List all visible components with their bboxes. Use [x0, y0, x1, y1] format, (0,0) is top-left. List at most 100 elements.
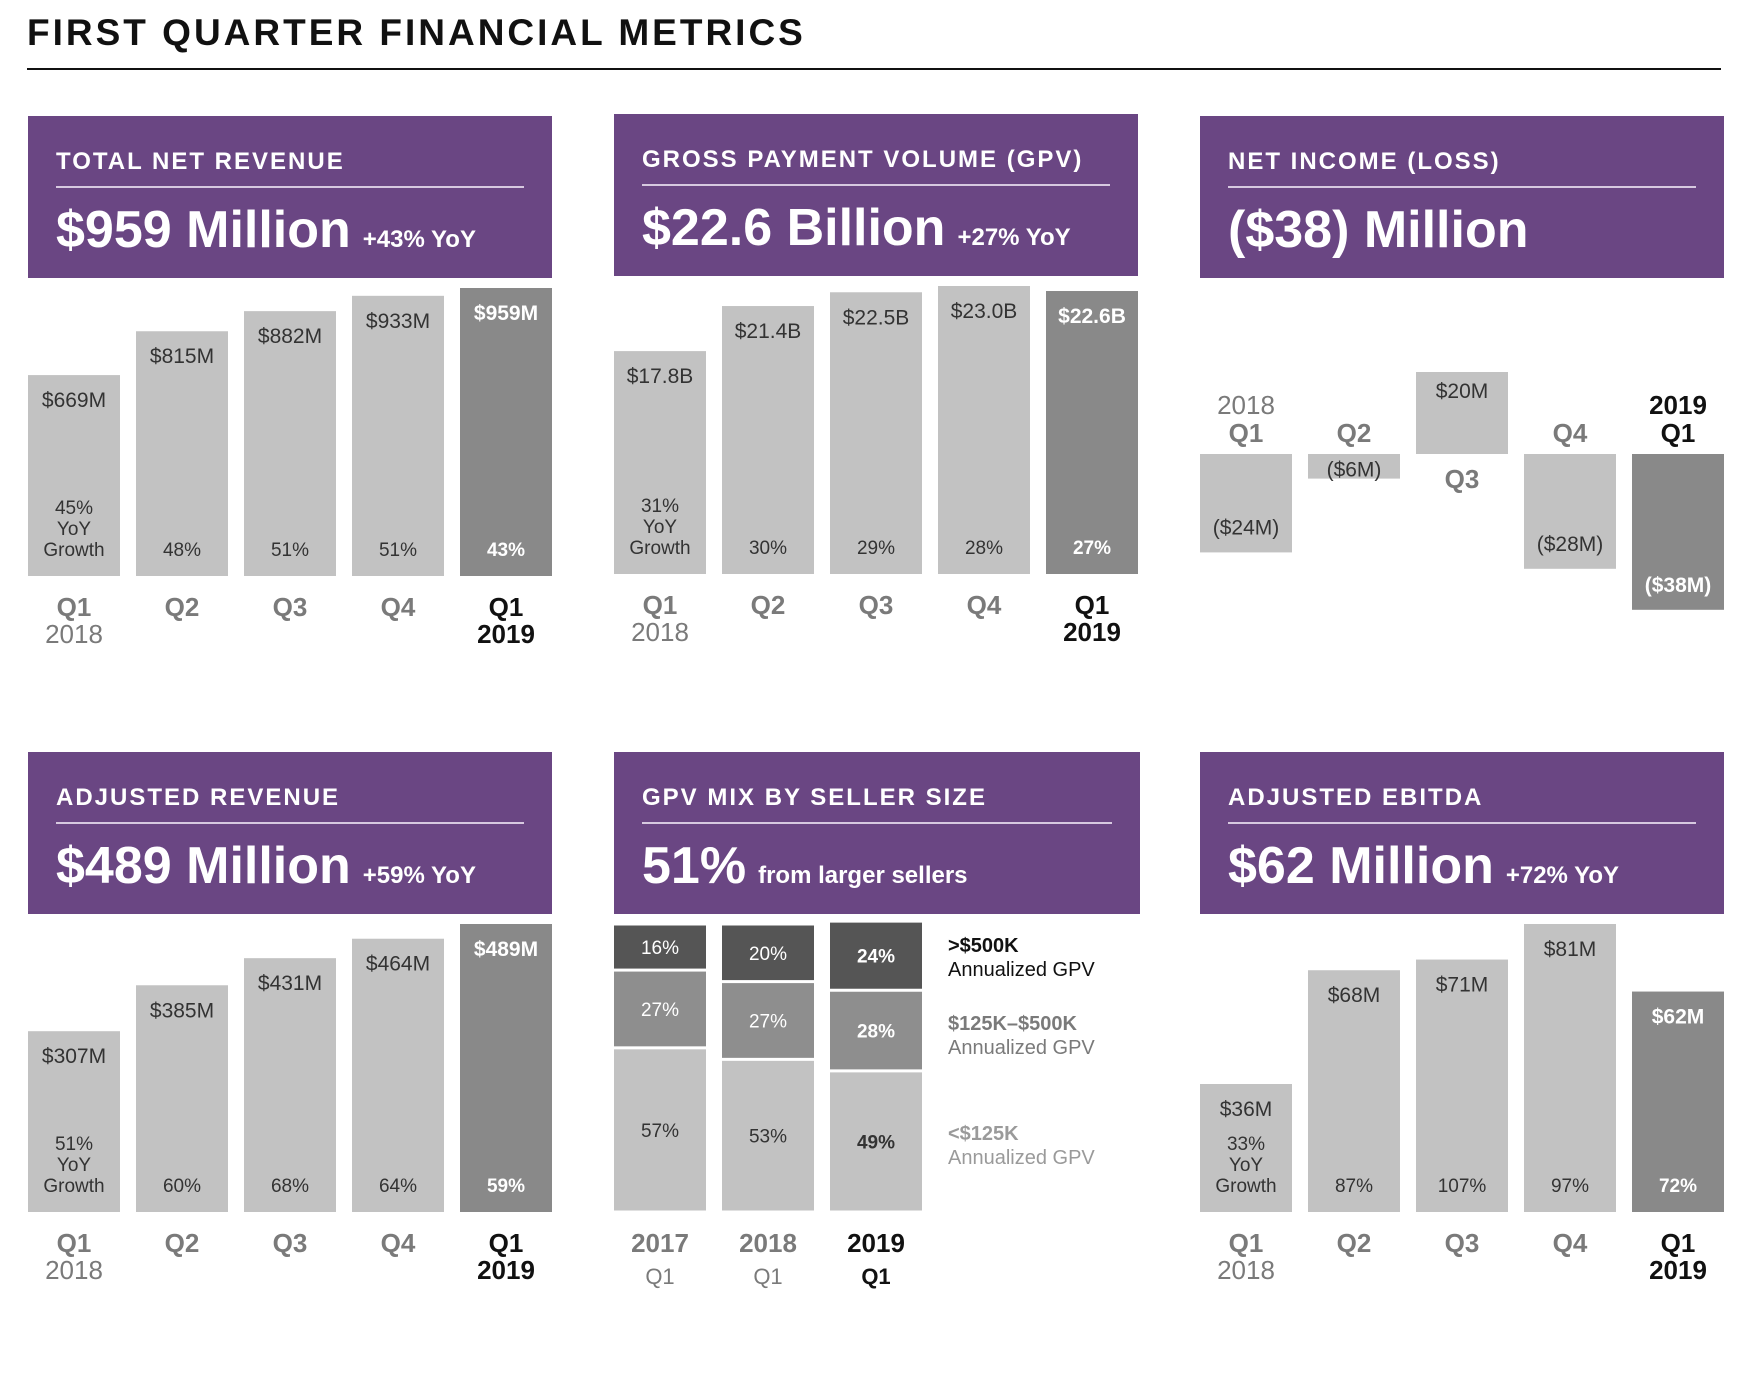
category-label: Q4	[1553, 1228, 1588, 1258]
category-label: Q3	[273, 1228, 308, 1258]
growth-caption: YoY	[57, 1155, 91, 1176]
bar-value-label: $71M	[1436, 974, 1489, 997]
bar	[1200, 454, 1292, 553]
category-label: Q4	[381, 1228, 416, 1258]
bar-value-label: ($28M)	[1537, 533, 1604, 556]
bar	[460, 924, 552, 1212]
bar	[1308, 454, 1400, 479]
bar-value-label: $62M	[1652, 1006, 1705, 1029]
category-label: Q4	[381, 592, 416, 622]
category-label: 2018	[45, 1255, 103, 1285]
bar-value-label: $669M	[42, 389, 106, 412]
metric-label: GPV MIX BY SELLER SIZE	[642, 784, 987, 811]
growth-caption: Growth	[629, 538, 690, 559]
bar-value-label: $882M	[258, 325, 322, 348]
metric-yoy: +43% YoY	[362, 226, 476, 253]
bar	[938, 286, 1030, 574]
bar	[1308, 970, 1400, 1212]
metric-header: GROSS PAYMENT VOLUME (GPV) $22.6 Billion…	[614, 114, 1138, 276]
header-divider	[642, 822, 1112, 824]
bar-value-label: ($38M)	[1645, 574, 1712, 597]
bar-value-label: $22.5B	[843, 306, 910, 329]
category-label: 2019	[477, 1255, 535, 1285]
header-divider	[56, 186, 524, 188]
growth-caption: Growth	[1215, 1176, 1276, 1197]
category-label: 2018	[631, 617, 689, 647]
category-label: Q2	[165, 592, 200, 622]
bar-value-label: $20M	[1436, 380, 1489, 403]
category-label: Q3	[1445, 1228, 1480, 1258]
bar-chart-total-net-revenue: $669M45%YoYGrowthQ12018$815M48%Q2$882M51…	[28, 288, 552, 649]
growth-caption: Growth	[43, 1176, 104, 1197]
metric-header: ADJUSTED EBITDA $62 Million +72% YoY	[1200, 752, 1724, 914]
metric-label: GROSS PAYMENT VOLUME (GPV)	[642, 146, 1084, 173]
bar-value-label: $385M	[150, 999, 214, 1022]
bar	[1416, 372, 1508, 454]
segment-value-label: 28%	[857, 1022, 895, 1043]
growth-label: 68%	[271, 1176, 309, 1197]
bar-value-label: $933M	[366, 310, 430, 333]
category-label: Q4	[967, 590, 1002, 620]
bar	[352, 938, 444, 1212]
stacked-segment	[614, 971, 706, 1047]
growth-label: 87%	[1335, 1176, 1373, 1197]
growth-caption: YoY	[1229, 1155, 1263, 1176]
growth-label: 48%	[163, 540, 201, 561]
growth-label: 72%	[1659, 1176, 1697, 1197]
metric-label: ADJUSTED REVENUE	[56, 784, 341, 811]
category-label: 2019	[847, 1228, 905, 1258]
legend-entry: >$500K	[948, 935, 1019, 957]
stacked-segment	[614, 925, 706, 969]
bar-value-label: $489M	[474, 938, 538, 961]
growth-label: 107%	[1438, 1176, 1487, 1197]
category-label: Q2	[751, 590, 786, 620]
category-label: Q1	[1075, 590, 1110, 620]
bar	[614, 351, 706, 574]
legend-entry: $125K–$500K	[948, 1013, 1078, 1035]
bar	[1416, 959, 1508, 1212]
bar	[28, 375, 120, 576]
bar	[1046, 291, 1138, 574]
bar-value-label: $431M	[258, 972, 322, 995]
metric-header: TOTAL NET REVENUE $959 Million +43% YoY	[28, 116, 552, 278]
growth-label: 60%	[163, 1176, 201, 1197]
category-label: 2019	[1649, 1255, 1707, 1285]
metric-label: ADJUSTED EBITDA	[1228, 784, 1484, 811]
bar-value-label: $464M	[366, 953, 430, 976]
segment-value-label: 24%	[857, 947, 895, 968]
category-label: Q1	[643, 590, 678, 620]
category-label: Q1	[489, 592, 524, 622]
category-label: Q4	[1553, 418, 1588, 448]
category-label: Q1	[489, 1228, 524, 1258]
metric-label: TOTAL NET REVENUE	[56, 148, 345, 175]
bar-value-label: $36M	[1220, 1098, 1273, 1121]
bar-value-label: ($6M)	[1327, 459, 1382, 482]
metric-label: NET INCOME (LOSS)	[1228, 148, 1501, 175]
header-divider	[56, 822, 524, 824]
metric-value: $489 Million	[56, 837, 351, 895]
panel-gross-payment-volume: GROSS PAYMENT VOLUME (GPV) $22.6 Billion…	[614, 114, 1138, 714]
stacked-segment	[722, 983, 814, 1058]
category-label: 2018	[1217, 1255, 1275, 1285]
bar	[28, 1031, 120, 1212]
metric-header: NET INCOME (LOSS) ($38) Million	[1200, 116, 1724, 278]
panel-adjusted-ebitda: ADJUSTED EBITDA $62 Million +72% YoY $36M…	[1200, 752, 1724, 1352]
bar-value-label: $307M	[42, 1045, 106, 1068]
metric-yoy: +27% YoY	[957, 224, 1071, 251]
category-label: Q1	[57, 592, 92, 622]
category-label: 2018	[1217, 390, 1275, 420]
bar-value-label: $815M	[150, 345, 214, 368]
bar	[136, 985, 228, 1212]
growth-label: 27%	[1073, 538, 1111, 559]
page-title: FIRST QUARTER FINANCIAL METRICS	[27, 12, 806, 53]
panel-total-net-revenue: TOTAL NET REVENUE $959 Million +43% YoY $…	[28, 116, 552, 716]
metric-yoy: +72% YoY	[1505, 862, 1620, 889]
category-label: Q3	[859, 590, 894, 620]
metric-value: 51%	[642, 837, 747, 895]
header-divider	[642, 184, 1110, 186]
metric-header: ADJUSTED REVENUE $489 Million +59% YoY	[28, 752, 552, 914]
category-label: Q3	[1445, 464, 1480, 494]
bar	[722, 306, 814, 574]
category-label: Q2	[1337, 1228, 1372, 1258]
legend-caption: Annualized GPV	[948, 1147, 1095, 1169]
